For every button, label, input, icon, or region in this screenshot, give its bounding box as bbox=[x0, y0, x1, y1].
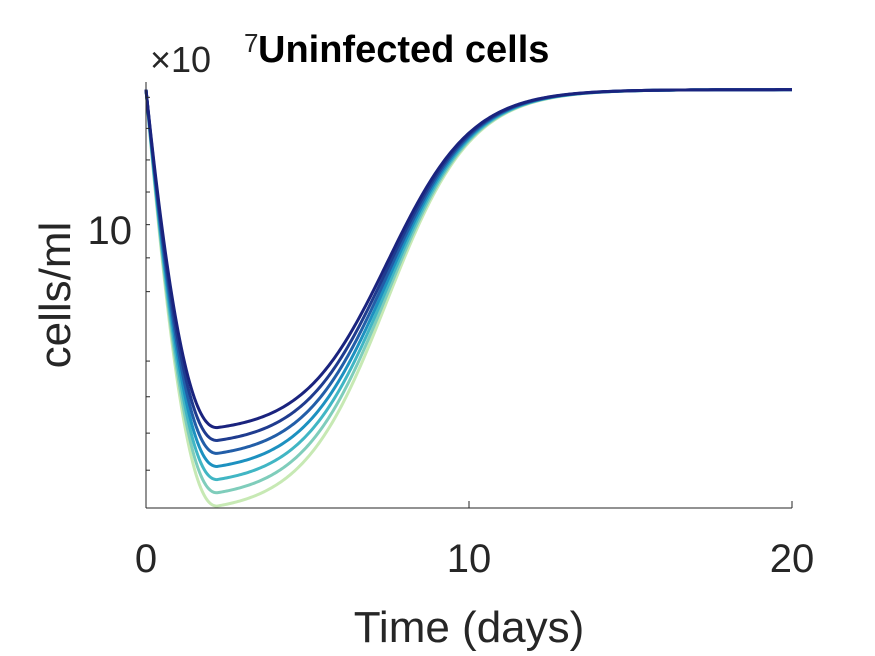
y-axis-label: cells/ml bbox=[31, 222, 80, 369]
series-line bbox=[144, 88, 792, 468]
series-line bbox=[144, 88, 793, 430]
axes bbox=[145, 82, 792, 509]
x-tick-label: 20 bbox=[770, 537, 815, 581]
x-tick-label: 0 bbox=[135, 537, 157, 581]
ticks bbox=[145, 96, 793, 509]
series-line bbox=[144, 88, 792, 495]
series-line bbox=[144, 88, 792, 508]
y-exponent-prefix: ×10 bbox=[150, 39, 211, 80]
x-tick-label: 10 bbox=[447, 537, 492, 581]
x-axis-label: Time (days) bbox=[354, 603, 585, 652]
series-line bbox=[144, 88, 792, 482]
plot-lines bbox=[144, 88, 793, 508]
labels: 0 10 20 10 Time (days) cells/ml ×10 7 Un… bbox=[31, 28, 814, 652]
y-tick-label: 10 bbox=[88, 209, 133, 253]
y-exponent: 7 bbox=[244, 28, 258, 58]
chart-title: Uninfected cells bbox=[258, 29, 549, 71]
